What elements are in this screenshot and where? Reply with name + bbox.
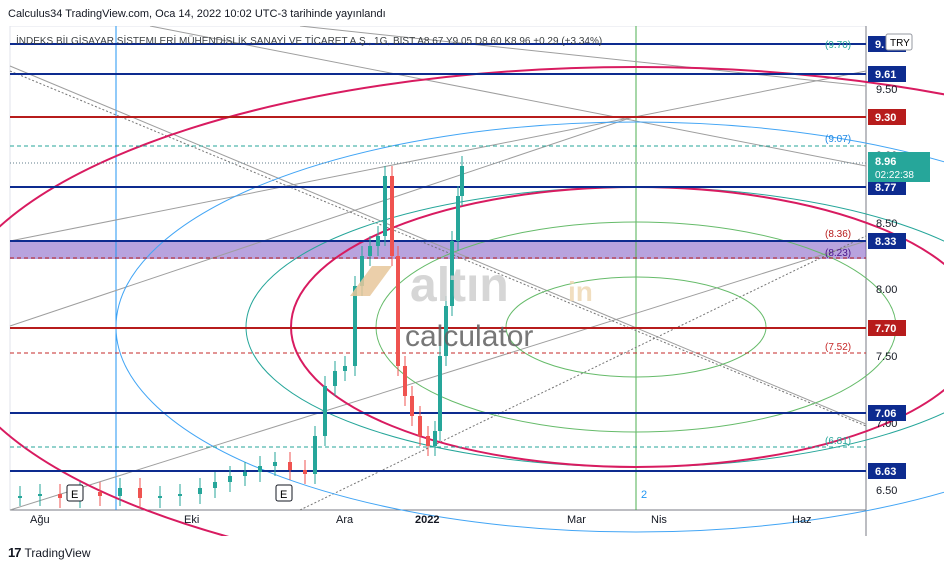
time-tick: Ağu xyxy=(30,514,50,526)
candle-body xyxy=(18,496,22,498)
level-tag xyxy=(868,405,906,421)
dashed-label: (7.52) xyxy=(825,342,851,353)
candle-body xyxy=(138,488,142,498)
candle-body xyxy=(288,462,292,470)
dashed-label: (9.07) xyxy=(825,134,851,145)
candle-body xyxy=(58,494,62,498)
candle-body xyxy=(273,462,277,466)
tradingview-logo-icon: 17 xyxy=(8,545,22,560)
candle-body xyxy=(444,306,448,356)
level-tag-label: 8.33 xyxy=(875,236,896,248)
time-axis[interactable]: Ağu Eki Ara 2022 Mar Nis Haz xyxy=(30,514,812,526)
dashed-label: (9.70) xyxy=(825,40,851,51)
dashed-label: (8.36) xyxy=(825,229,851,240)
level-tag xyxy=(868,320,906,336)
time-tick: 2022 xyxy=(415,514,439,526)
candle-body xyxy=(118,488,122,496)
candle-body xyxy=(333,371,337,386)
price-tick: 8.00 xyxy=(876,284,897,296)
candle-body xyxy=(410,396,414,416)
candle-body xyxy=(403,366,407,396)
watermark-suffix: in xyxy=(568,276,593,307)
candle-body xyxy=(198,488,202,494)
level-tag-label: 7.06 xyxy=(875,408,896,420)
price-chart[interactable]: altın in calculator İNDEKS BİLGİSAYAR Sİ… xyxy=(0,26,944,536)
candle-body xyxy=(368,246,372,256)
bar-countdown: 02:22:38 xyxy=(875,170,914,181)
price-tick: 8.50 xyxy=(876,218,897,230)
level-lines xyxy=(10,43,866,472)
candle-body xyxy=(38,494,42,496)
level-tag-label: 7.70 xyxy=(875,323,896,335)
candle-body xyxy=(418,416,422,436)
candle-body xyxy=(258,466,262,472)
earnings-markers[interactable]: E E xyxy=(66,484,293,502)
footer[interactable]: 17 TradingView xyxy=(8,545,91,560)
watermark: altın in calculator xyxy=(350,259,593,353)
event-marker[interactable]: E xyxy=(280,489,287,501)
dashed-level-labels: (9.70) (9.07) (8.36) (8.23) (7.52) (6.81… xyxy=(825,40,851,447)
time-tick: Nis xyxy=(651,514,667,526)
last-price-tag xyxy=(868,152,930,182)
candle-body xyxy=(353,286,357,366)
symbol-legend[interactable]: İNDEKS BİLGİSAYAR SİSTEMLERİ MÜHENDİSLİK… xyxy=(16,34,602,47)
candle-body xyxy=(426,436,430,446)
candle-body xyxy=(213,482,217,488)
candle-body xyxy=(158,496,162,498)
dashed-label: (8.23) xyxy=(825,248,851,259)
level-tag xyxy=(868,109,906,125)
candle-body xyxy=(313,436,317,474)
level-tag xyxy=(868,463,906,479)
candle-body xyxy=(383,176,387,236)
candle-body xyxy=(243,472,247,476)
candle-body xyxy=(343,366,347,371)
candle-body xyxy=(433,431,437,446)
candle-body xyxy=(438,356,442,431)
candle-body xyxy=(456,196,460,241)
level-tag-label: 8.77 xyxy=(875,182,896,194)
time-tick: Ara xyxy=(336,514,354,526)
zone-band xyxy=(10,241,866,259)
candle-body xyxy=(360,256,364,286)
level-tag-label: 9. xyxy=(875,39,884,51)
price-tick: 9.50 xyxy=(876,84,897,96)
candle-body xyxy=(376,236,380,246)
cycle-marker: 2 xyxy=(641,489,647,501)
candle-body xyxy=(178,494,182,496)
level-tag xyxy=(868,179,906,195)
watermark-sub: calculator xyxy=(405,320,533,353)
watermark-brand: altın xyxy=(410,259,509,312)
candle-body xyxy=(396,256,400,366)
candle-body xyxy=(460,166,464,196)
level-tags: 9. 9.61 9.30 8.77 8.33 7.70 7.06 6.63 xyxy=(868,36,906,479)
candle-body xyxy=(303,470,307,474)
time-tick: Mar xyxy=(567,514,586,526)
currency-label[interactable]: TRY xyxy=(890,38,910,49)
time-tick: Eki xyxy=(184,514,199,526)
level-tag-label: 9.30 xyxy=(875,112,896,124)
dashed-label: (6.81) xyxy=(825,436,851,447)
price-tick: 6.50 xyxy=(876,485,897,497)
candle-body xyxy=(323,386,327,436)
candle-body xyxy=(450,241,454,306)
time-tick: Haz xyxy=(792,514,812,526)
event-marker[interactable]: E xyxy=(71,489,78,501)
footer-brand[interactable]: TradingView xyxy=(24,545,91,560)
dotted-diagonals xyxy=(9,70,867,511)
candle-body xyxy=(390,176,394,256)
level-tag-label: 6.63 xyxy=(875,466,896,478)
candle-body xyxy=(228,476,232,482)
candle-body xyxy=(98,492,102,496)
price-tick: 7.50 xyxy=(876,351,897,363)
level-tag xyxy=(868,233,906,249)
last-price-value: 8.96 xyxy=(875,156,896,168)
level-tag xyxy=(868,66,906,82)
published-caption: Calculus34 TradingView.com, Oca 14, 2022… xyxy=(8,8,386,20)
level-tag-label: 9.61 xyxy=(875,69,896,81)
currency-box[interactable] xyxy=(885,33,913,51)
candles xyxy=(18,156,464,508)
watermark-logo-icon xyxy=(350,266,392,296)
